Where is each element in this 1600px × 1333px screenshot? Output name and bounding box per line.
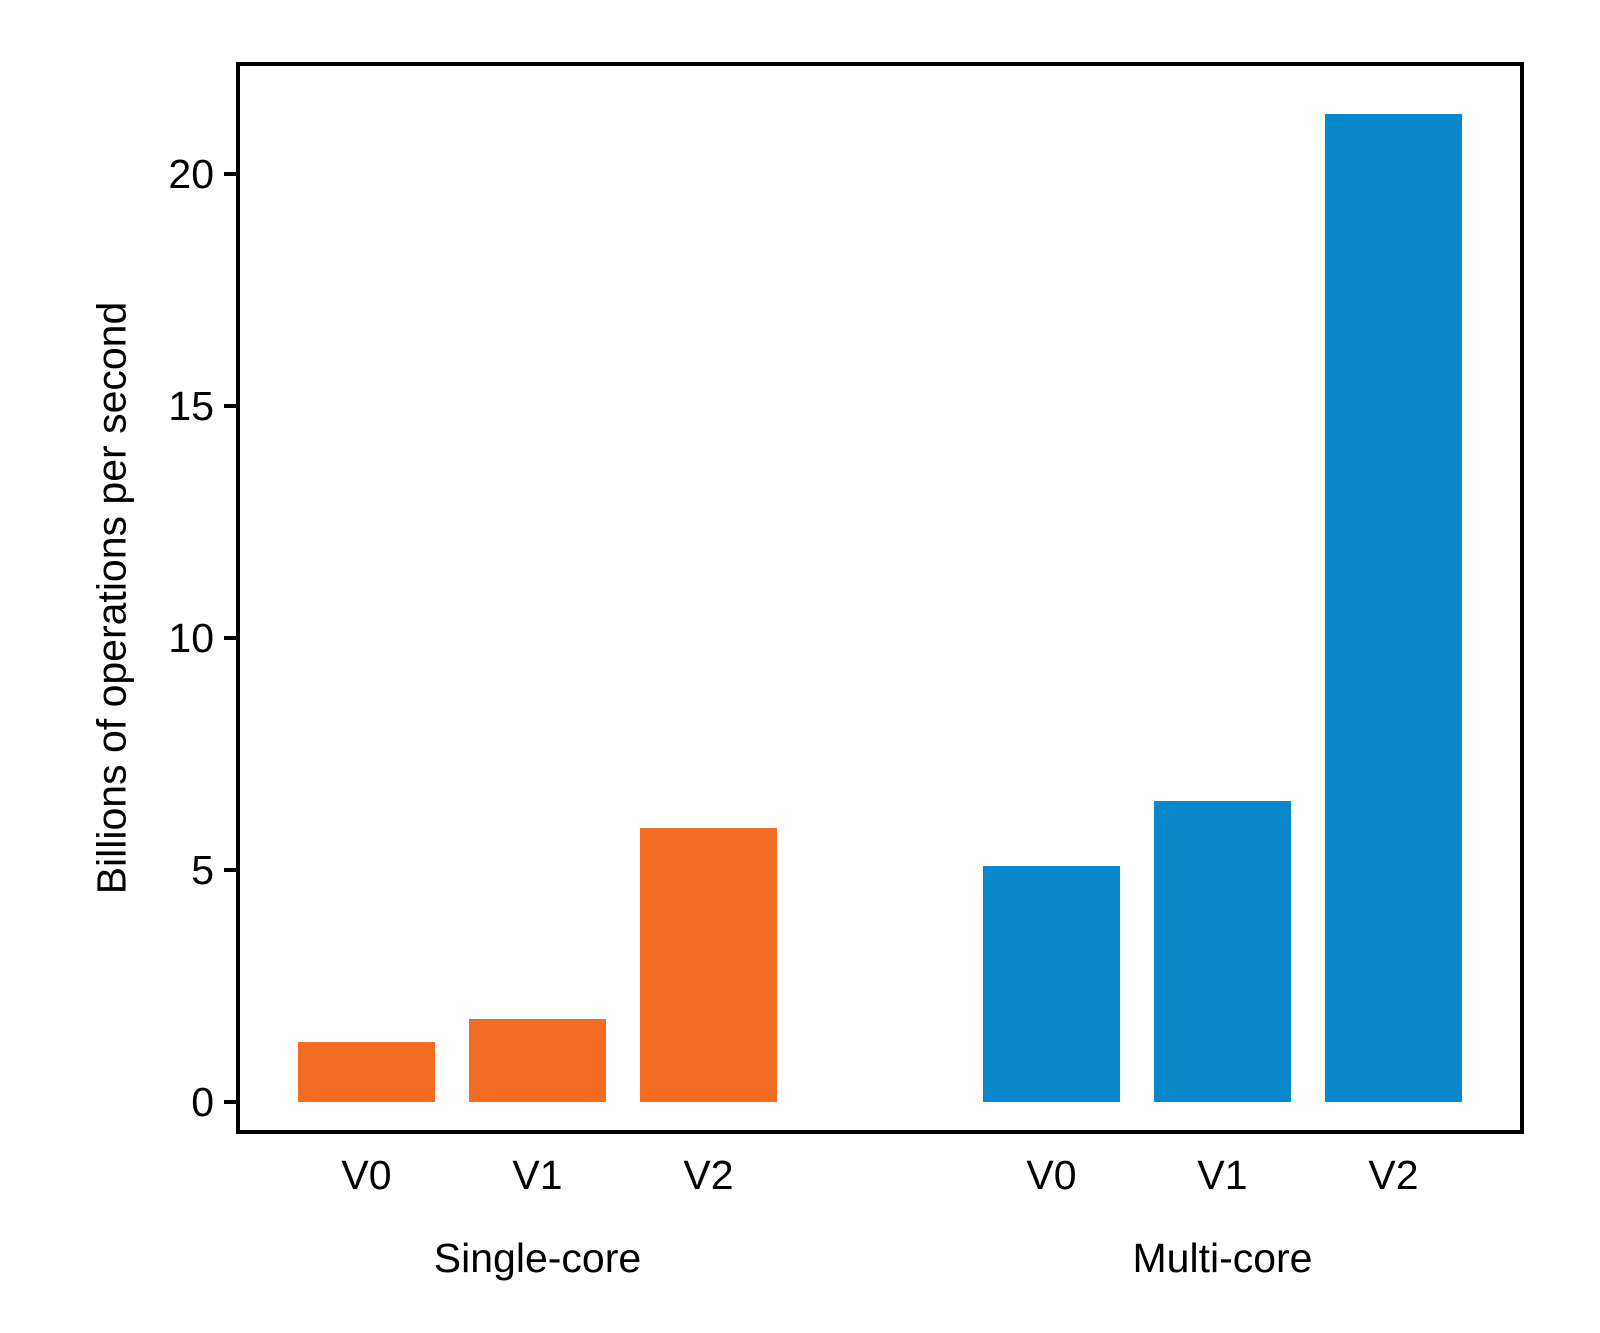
bar-multi-core-v2 [1325,113,1462,1103]
y-tick-mark-0 [224,1100,240,1105]
y-tick-label-5: 5 [191,847,214,894]
x-tick-label-multi-core-v2: V2 [1368,1152,1419,1198]
y-tick-label-15: 15 [168,383,214,430]
bar-single-core-v0 [298,1041,435,1103]
y-tick-mark-20 [224,172,240,177]
y-tick-mark-15 [224,404,240,409]
y-tick-mark-10 [224,636,240,641]
bar-single-core-v1 [469,1018,606,1103]
bar-multi-core-v1 [1154,800,1291,1103]
x-tick-label-single-core-v2: V2 [683,1152,734,1198]
x-tick-label-single-core-v1: V1 [512,1152,563,1198]
y-tick-mark-5 [224,868,240,873]
group-label-multi-core: Multi-core [1132,1235,1313,1281]
y-tick-label-0: 0 [191,1079,214,1126]
y-tick-label-20: 20 [168,151,214,198]
bar-multi-core-v0 [983,865,1120,1103]
bar-single-core-v2 [640,828,777,1103]
x-tick-label-single-core-v0: V0 [341,1152,392,1198]
x-tick-label-multi-core-v1: V1 [1197,1152,1248,1198]
y-tick-label-10: 10 [168,615,214,662]
group-label-single-core: Single-core [433,1235,642,1281]
x-tick-label-multi-core-v0: V0 [1026,1152,1077,1198]
